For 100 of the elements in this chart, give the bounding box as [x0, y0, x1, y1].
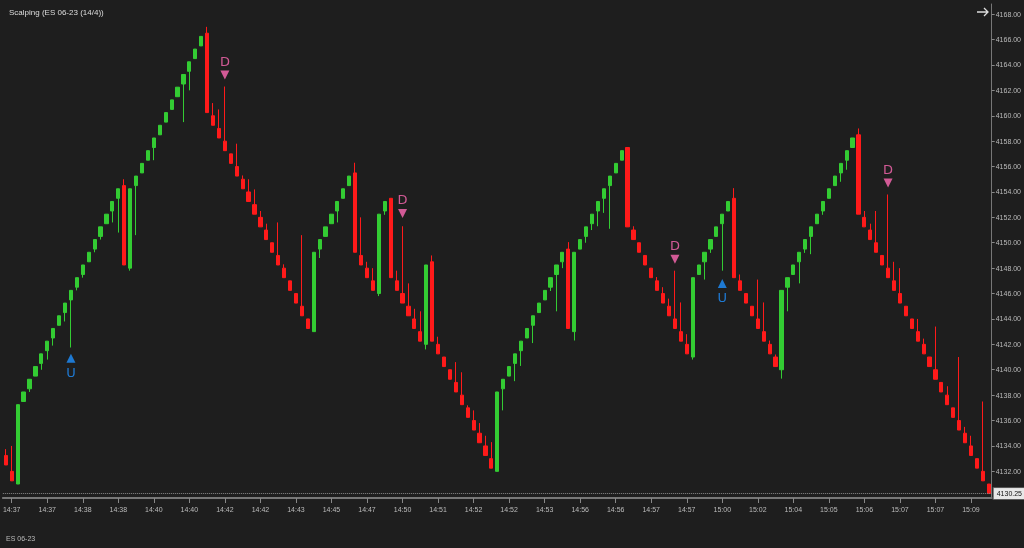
candlestick — [430, 254, 434, 342]
candlestick — [898, 267, 902, 304]
candlestick — [418, 310, 422, 342]
candlestick — [152, 137, 156, 161]
candlestick — [679, 301, 683, 342]
candlestick — [57, 315, 61, 326]
candlestick — [495, 391, 499, 472]
candlestick — [483, 435, 488, 456]
candlestick — [602, 188, 606, 214]
candlestick — [815, 213, 819, 225]
candlestick — [963, 426, 967, 444]
candlestick — [371, 267, 375, 291]
candlestick — [270, 242, 274, 253]
text: U — [717, 289, 728, 305]
candlestick — [750, 305, 754, 317]
series-label: U — [66, 364, 76, 380]
candlestick — [205, 26, 209, 114]
candlestick — [365, 261, 369, 279]
candlestick — [10, 445, 14, 482]
candlestick — [424, 264, 428, 350]
candlestick — [75, 277, 79, 291]
candlestick — [199, 35, 203, 47]
candlestick — [359, 216, 363, 266]
candlestick — [347, 175, 351, 187]
candlestick — [140, 162, 144, 174]
candlestick — [193, 48, 197, 60]
candlestick — [146, 150, 150, 161]
series-label: D — [397, 192, 408, 208]
candlestick — [448, 369, 452, 380]
candlestick — [738, 273, 742, 291]
candlestick — [294, 293, 298, 304]
candlestick — [981, 400, 985, 482]
candlestick — [164, 112, 168, 123]
candlestick — [714, 226, 718, 237]
candlestick — [933, 326, 938, 380]
candlestick — [667, 298, 671, 317]
candlestick — [708, 239, 713, 254]
candlestick — [614, 162, 618, 174]
candlestick — [566, 241, 570, 329]
candlestick — [608, 175, 612, 230]
candlestick — [258, 210, 263, 228]
candlestick — [33, 366, 38, 377]
candlestick — [45, 340, 49, 361]
candlestick — [768, 340, 772, 355]
candlestick — [442, 356, 446, 368]
candlestick — [383, 200, 387, 216]
candlestick — [762, 301, 766, 342]
candlestick — [572, 251, 576, 342]
candlestick — [170, 99, 174, 110]
candlestick — [845, 150, 849, 171]
candlestick — [554, 264, 559, 312]
candlestick — [916, 318, 920, 342]
candlestick — [377, 213, 381, 297]
candlestick — [288, 280, 292, 291]
candlestick — [128, 188, 132, 272]
candlestick — [649, 267, 653, 279]
candlestick — [596, 200, 600, 227]
candlestick — [400, 225, 405, 304]
candlestick — [886, 193, 890, 279]
candlestick — [134, 175, 138, 236]
candlestick — [927, 356, 932, 368]
candlestick — [643, 254, 647, 266]
candlestick — [892, 261, 896, 291]
candlestick — [436, 336, 440, 355]
candlestick — [282, 263, 286, 279]
candlestick — [803, 239, 807, 254]
candlestick — [323, 226, 328, 237]
candlestick — [850, 137, 855, 148]
candlestick — [306, 318, 310, 329]
candlestick — [922, 338, 926, 355]
candlestick — [472, 409, 476, 431]
candlestick — [779, 289, 784, 380]
candlestick — [791, 264, 795, 275]
candlestick — [223, 86, 227, 152]
text: D — [669, 237, 680, 253]
candlestick — [39, 353, 43, 371]
candlestick — [69, 289, 73, 349]
candlestick — [81, 264, 85, 279]
candlestick — [880, 254, 884, 266]
candlestick — [264, 223, 268, 241]
candlestick — [406, 282, 411, 317]
candlestick — [720, 213, 724, 272]
candlestick — [235, 143, 239, 177]
candlestick — [501, 378, 505, 411]
candlestick — [252, 188, 257, 215]
candlestick — [975, 458, 979, 469]
candlestick — [584, 226, 588, 244]
candlestick — [93, 239, 97, 253]
candlestick — [513, 353, 517, 382]
candlestick — [489, 441, 493, 469]
candlestick — [548, 277, 553, 292]
candlestick — [211, 102, 215, 126]
candlestick — [525, 327, 529, 339]
candlestick — [104, 213, 109, 225]
candlestick — [726, 200, 730, 212]
candlestick — [246, 178, 251, 202]
candlestick — [466, 404, 470, 418]
point — [717, 278, 727, 288]
candlestick — [756, 279, 760, 329]
candlestick — [531, 315, 535, 344]
